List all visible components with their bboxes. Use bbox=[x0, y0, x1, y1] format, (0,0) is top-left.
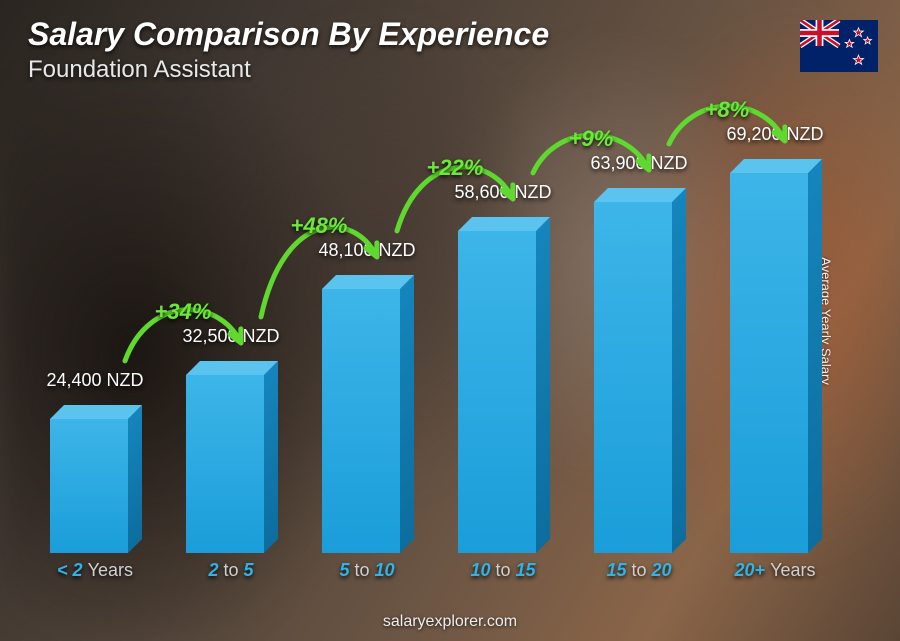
footer-site: salaryexplorer.com bbox=[383, 613, 517, 631]
bar-top-face bbox=[186, 361, 278, 375]
bar-x-label: 15 to 20 bbox=[606, 560, 671, 581]
bar-group: 48,100 NZD5 to 10 bbox=[312, 257, 422, 581]
increase-pct-label: +48% bbox=[291, 213, 348, 239]
increase-pct-label: +9% bbox=[569, 126, 614, 152]
bar-top-face bbox=[458, 217, 550, 231]
bar-x-label: 20+ Years bbox=[735, 560, 816, 581]
bar-value-label: 24,400 NZD bbox=[46, 370, 143, 391]
bar-value-label: 58,600 NZD bbox=[454, 182, 551, 203]
bar-side-face bbox=[672, 188, 686, 553]
bar-x-label: 5 to 10 bbox=[339, 560, 394, 581]
increase-pct-label: +8% bbox=[705, 97, 750, 123]
bar-side-face bbox=[536, 217, 550, 553]
bar-front-face bbox=[186, 375, 264, 553]
bar bbox=[50, 419, 140, 553]
bar-front-face bbox=[594, 202, 672, 553]
bar-x-label: 10 to 15 bbox=[470, 560, 535, 581]
bar-front-face bbox=[50, 419, 128, 553]
bar-group: 63,900 NZD15 to 20 bbox=[584, 170, 694, 581]
bar-top-face bbox=[594, 188, 686, 202]
bar bbox=[594, 202, 684, 553]
bar-top-face bbox=[730, 159, 822, 173]
bar-group: 24,400 NZD< 2 Years bbox=[40, 387, 150, 581]
bar-top-face bbox=[50, 405, 142, 419]
page-subtitle: Foundation Assistant bbox=[28, 56, 251, 84]
increase-pct-label: +34% bbox=[155, 299, 212, 325]
bar-side-face bbox=[400, 275, 414, 553]
bar-value-label: 32,500 NZD bbox=[182, 326, 279, 347]
bar-side-face bbox=[808, 159, 822, 553]
bar-chart: 24,400 NZD< 2 Years32,500 NZD2 to 548,10… bbox=[30, 110, 850, 581]
page-title: Salary Comparison By Experience bbox=[28, 16, 549, 53]
bar-side-face bbox=[128, 405, 142, 553]
bar-value-label: 69,200 NZD bbox=[726, 124, 823, 145]
bar-value-label: 63,900 NZD bbox=[590, 153, 687, 174]
content-root: Salary Comparison By Experience Foundati… bbox=[0, 0, 900, 641]
bar-x-label: 2 to 5 bbox=[208, 560, 253, 581]
bar bbox=[186, 375, 276, 553]
bar bbox=[458, 231, 548, 553]
bar-front-face bbox=[730, 173, 808, 553]
increase-pct-label: +22% bbox=[427, 155, 484, 181]
bar-group: 58,600 NZD10 to 15 bbox=[448, 199, 558, 581]
bar-x-label: < 2 Years bbox=[57, 560, 133, 581]
bar-front-face bbox=[458, 231, 536, 553]
bar-group: 32,500 NZD2 to 5 bbox=[176, 343, 286, 581]
bar bbox=[322, 289, 412, 553]
bar bbox=[730, 173, 820, 553]
bar-side-face bbox=[264, 361, 278, 553]
bar-front-face bbox=[322, 289, 400, 553]
flag-icon bbox=[800, 20, 878, 72]
bar-group: 69,200 NZD20+ Years bbox=[720, 141, 830, 581]
bar-top-face bbox=[322, 275, 414, 289]
bar-value-label: 48,100 NZD bbox=[318, 240, 415, 261]
